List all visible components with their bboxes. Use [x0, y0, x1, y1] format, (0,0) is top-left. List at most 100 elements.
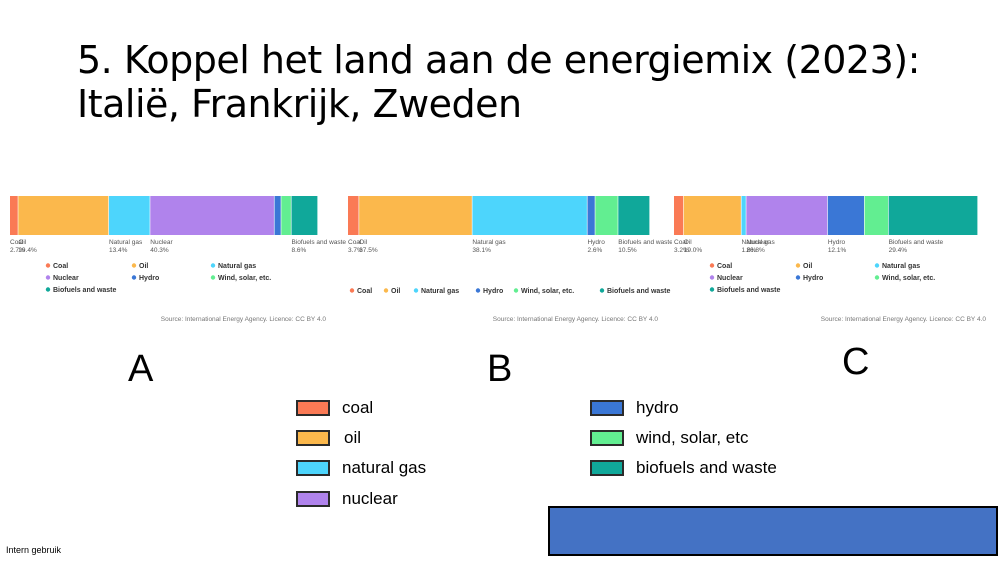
- bar-segment-natural-gas: [472, 196, 587, 235]
- legend-item-nuclear: Nuclear: [717, 275, 743, 282]
- segment-value-hydro: 2.6%: [587, 247, 602, 254]
- coal-swatch: [296, 400, 330, 416]
- bar-segment-oil: [359, 196, 472, 235]
- energy-mix-chart-c: Coal 3.2% Oil 19.0% Natural gas 1.6% Nuclear 26…: [672, 190, 990, 328]
- legend-dot-biofuels-and-waste: [599, 288, 605, 293]
- legend-item-hydro: Hydro: [139, 275, 159, 282]
- bar-segment-wind-solar-etc: [281, 196, 291, 235]
- bar-segment-oil: [683, 196, 741, 235]
- key-biofuels-waste-label: biofuels and waste: [636, 458, 777, 477]
- legend-dot-hydro: [795, 275, 801, 280]
- segment-label-hydro: Hydro: [828, 239, 846, 246]
- legend-item-oil: Oil: [391, 288, 400, 295]
- key-wind-solar: wind, solar, etc: [590, 428, 748, 448]
- segment-value-natural-gas: 1.6%: [741, 247, 756, 254]
- key-oil-label: oil: [344, 428, 362, 447]
- slide-title: 5. Koppel het land aan de energiemix (20…: [77, 38, 920, 126]
- bar-segment-wind-solar-etc: [595, 196, 618, 235]
- legend-item-hydro: Hydro: [483, 288, 503, 295]
- key-coal-label: coal: [342, 398, 374, 417]
- bar-segment-wind-solar-etc: [864, 196, 889, 235]
- segment-label-coal: Coal: [348, 239, 362, 246]
- chart-source: Source: International Energy Agency. Lic…: [821, 316, 987, 323]
- segment-label-natural-gas: Natural gas: [109, 239, 143, 246]
- legend-dot-natural-gas: [413, 288, 419, 293]
- legend-item-biofuels-and-waste: Biofuels and waste: [717, 287, 781, 294]
- legend-dot-oil: [383, 288, 389, 293]
- key-hydro-label: hydro: [636, 398, 679, 417]
- segment-label-biofuels-and-waste: Biofuels and waste: [889, 239, 944, 246]
- bar-segment-natural-gas: [741, 196, 746, 235]
- wind-solar-swatch: [590, 430, 624, 446]
- legend-item-coal: Coal: [53, 263, 68, 270]
- segment-value-nuclear: 26.8%: [746, 247, 765, 254]
- legend-item-biofuels-and-waste: Biofuels and waste: [53, 287, 117, 294]
- legend-item-natural-gas: Natural gas: [421, 288, 459, 295]
- answer-box[interactable]: [548, 506, 998, 556]
- panel-letter-b: B: [487, 348, 513, 390]
- segment-value-biofuels-and-waste: 8.6%: [291, 247, 306, 254]
- bar-segment-natural-gas: [108, 196, 150, 235]
- legend-item-nuclear: Nuclear: [53, 275, 79, 282]
- legend-dot-natural-gas: [874, 263, 880, 268]
- legend-item-oil: Oil: [803, 263, 812, 270]
- legend-dot-biofuels-and-waste: [709, 287, 715, 292]
- legend-dot-natural-gas: [210, 263, 216, 268]
- energy-mix-chart-b: Coal 3.7% Oil 37.5% Natural gas 38.1% Hydro 2.6…: [346, 190, 673, 328]
- bar-segment-nuclear: [150, 196, 274, 235]
- segment-value-nuclear: 40.3%: [150, 247, 169, 254]
- segment-value-coal: 3.7%: [348, 247, 363, 254]
- segment-label-nuclear: Nuclear: [150, 239, 173, 246]
- bar-segment-coal: [674, 196, 684, 235]
- nuclear-swatch: [296, 491, 330, 507]
- segment-value-oil: 29.4%: [18, 247, 37, 254]
- bar-segment-biofuels-and-waste: [888, 196, 978, 235]
- legend-dot-hydro: [131, 275, 137, 280]
- segment-value-oil: 19.0%: [684, 247, 703, 254]
- legend-item-natural-gas: Natural gas: [882, 263, 920, 270]
- legend-item-oil: Oil: [139, 263, 148, 270]
- legend-dot-nuclear: [45, 275, 51, 280]
- legend-dot-coal: [45, 263, 51, 268]
- key-biofuels-waste: biofuels and waste: [590, 458, 777, 478]
- segment-label-oil: Oil: [18, 239, 27, 246]
- key-hydro: hydro: [590, 398, 679, 418]
- segment-value-biofuels-and-waste: 10.5%: [618, 247, 637, 254]
- legend-dot-wind-solar-etc: [513, 288, 519, 293]
- key-oil: oil: [296, 428, 361, 448]
- slide-title-line1: 5. Koppel het land aan de energiemix (20…: [77, 38, 920, 82]
- segment-label-natural-gas: Natural gas: [741, 239, 775, 246]
- bar-segment-nuclear: [746, 196, 828, 235]
- segment-label-biofuels-and-waste: Biofuels and waste: [618, 239, 673, 246]
- legend-dot-wind-solar-etc: [210, 275, 216, 280]
- bar-segment-hydro: [827, 196, 865, 235]
- segment-label-oil: Oil: [684, 239, 693, 246]
- bar-segment-biofuels-and-waste: [618, 196, 650, 235]
- legend-dot-hydro: [475, 288, 481, 293]
- bar-segment-coal: [10, 196, 18, 235]
- key-natural-gas-label: natural gas: [342, 458, 427, 477]
- legend-item-wind-solar-etc: Wind, solar, etc.: [521, 288, 574, 295]
- key-wind-solar-label: wind, solar, etc: [636, 428, 749, 447]
- key-natural-gas: natural gas: [296, 458, 426, 478]
- legend-dot-wind-solar-etc: [874, 275, 880, 280]
- legend-item-wind-solar-etc: Wind, solar, etc.: [218, 275, 271, 282]
- legend-dot-oil: [131, 263, 137, 268]
- chart-source: Source: International Energy Agency. Lic…: [161, 316, 327, 323]
- key-nuclear-label: nuclear: [342, 489, 398, 508]
- segment-value-natural-gas: 13.4%: [109, 247, 128, 254]
- chart-source: Source: International Energy Agency. Lic…: [493, 316, 659, 323]
- segment-label-natural-gas: Natural gas: [472, 239, 506, 246]
- segment-label-nuclear: Nuclear: [746, 239, 769, 246]
- legend-dot-coal: [349, 288, 355, 293]
- hydro-swatch: [590, 400, 624, 416]
- bar-segment-hydro: [587, 196, 595, 235]
- bar-segment-oil: [18, 196, 109, 235]
- oil-swatch: [296, 430, 330, 446]
- segment-label-coal: Coal: [10, 239, 24, 246]
- energy-mix-chart-a: Coal 2.7% Oil 29.4% Natural gas 13.4% Nuclear 4…: [8, 190, 346, 328]
- panel-letter-a: A: [128, 348, 154, 390]
